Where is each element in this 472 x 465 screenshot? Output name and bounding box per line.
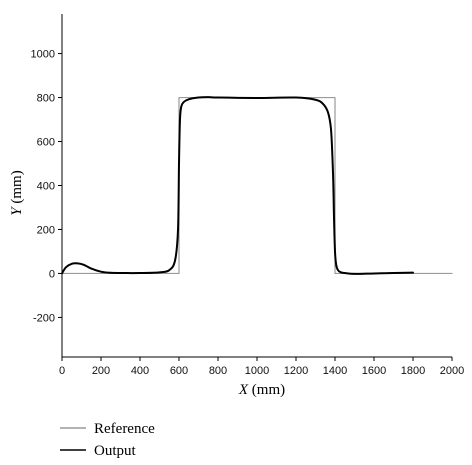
- x-axis-variable: X: [238, 382, 249, 398]
- series-layer: [61, 96, 453, 275]
- y-tick-label: -200: [33, 312, 55, 324]
- x-tick-label: 400: [131, 365, 149, 377]
- y-axis-variable: Y: [9, 206, 25, 216]
- legend-label-reference: Reference: [94, 421, 155, 437]
- x-tick-label: 1400: [323, 365, 347, 377]
- x-axis-title: X (mm): [238, 382, 285, 398]
- series-line-reference: [61, 96, 453, 275]
- y-axis-unit: (mm): [9, 170, 25, 203]
- x-tick-label: 2000: [440, 365, 464, 377]
- y-axis-ticks: -200 0 200 400 600 800 1000: [31, 49, 62, 324]
- y-tick-label: 400: [37, 181, 55, 193]
- x-tick-label: 800: [209, 365, 227, 377]
- legend: Reference Output: [60, 421, 155, 459]
- y-tick-label: 600: [37, 137, 55, 149]
- x-tick-label: 600: [170, 365, 188, 377]
- x-tick-label: 1000: [245, 365, 269, 377]
- y-tick-label: 200: [37, 224, 55, 236]
- y-tick-label: 1000: [31, 49, 55, 61]
- y-axis-title: Y (mm): [9, 170, 25, 215]
- y-tick-label: 0: [49, 268, 55, 280]
- x-tick-label: 1200: [284, 365, 308, 377]
- x-axis-unit: (mm): [252, 382, 285, 398]
- x-axis-ticks: 0 200 400 600 800 1000 1200 1400 1600 1800 2000: [59, 357, 464, 377]
- x-tick-label: 1600: [362, 365, 386, 377]
- x-tick-label: 200: [92, 365, 110, 377]
- x-tick-label: 1800: [401, 365, 425, 377]
- legend-label-output: Output: [94, 443, 137, 459]
- axes: [61, 14, 452, 358]
- x-tick-label: 0: [59, 365, 65, 377]
- y-tick-label: 800: [37, 93, 55, 105]
- series-line-output: [61, 96, 414, 275]
